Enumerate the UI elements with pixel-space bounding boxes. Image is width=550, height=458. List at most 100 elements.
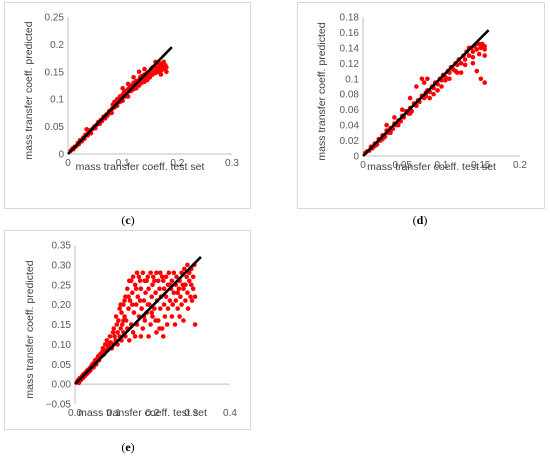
panel-letter: e — [125, 440, 131, 454]
data-point — [425, 76, 430, 82]
data-point — [159, 274, 165, 280]
data-point — [138, 286, 144, 292]
y-tick-label: 0 — [353, 152, 359, 163]
data-point — [175, 306, 180, 311]
data-point — [183, 282, 188, 288]
y-tick-label: 0.12 — [340, 59, 360, 70]
data-point — [137, 298, 143, 303]
reference-line — [362, 29, 490, 157]
data-point — [182, 266, 187, 272]
x-tick-label: 0.2 — [513, 160, 527, 171]
data-point — [174, 274, 179, 280]
data-point — [384, 122, 389, 128]
data-point — [478, 76, 484, 82]
data-point — [175, 290, 180, 296]
data-point — [171, 270, 177, 276]
data-point — [181, 318, 186, 323]
x-tick-label: 0.2 — [146, 408, 160, 419]
y-tick-label: 0.02 — [340, 136, 360, 147]
data-point — [148, 322, 153, 327]
data-point — [125, 81, 131, 87]
data-point — [122, 314, 127, 319]
data-point — [185, 262, 190, 268]
y-tick-label: 0.25 — [52, 280, 72, 291]
data-point — [482, 44, 488, 49]
y-tick-label: −0.05 — [46, 400, 72, 411]
y-axis-label: mass transfer coeff. predicted — [24, 260, 36, 398]
data-point — [470, 54, 476, 60]
x-tick-label: 0.15 — [471, 160, 491, 171]
data-point — [121, 318, 126, 323]
x-tick-label: 0.1 — [435, 160, 449, 171]
data-point — [144, 278, 149, 284]
data-point — [142, 318, 148, 323]
data-point — [414, 84, 419, 89]
data-point — [478, 43, 484, 48]
data-point — [149, 294, 154, 300]
data-point — [137, 278, 143, 284]
y-tick-label: 0.14 — [340, 43, 360, 54]
data-point — [163, 274, 169, 280]
data-point — [462, 57, 468, 62]
data-point — [476, 51, 482, 57]
data-point — [152, 278, 157, 284]
y-tick-label: 0.2 — [50, 40, 64, 51]
data-point — [119, 310, 124, 315]
y-tick-label: 0.06 — [340, 105, 360, 116]
data-point — [140, 270, 146, 276]
data-point — [153, 290, 158, 296]
data-point — [171, 290, 177, 296]
data-point — [447, 76, 452, 82]
data-point — [158, 270, 163, 276]
data-point — [158, 306, 163, 311]
data-point — [421, 80, 427, 85]
data-point — [126, 306, 131, 311]
data-point — [136, 274, 142, 280]
data-point — [145, 274, 151, 280]
y-tick-label: 0.15 — [52, 320, 72, 331]
data-point — [396, 122, 401, 128]
data-point — [474, 68, 480, 74]
x-tick-label: 0.4 — [223, 408, 237, 419]
data-point — [439, 84, 444, 89]
data-point — [111, 326, 117, 331]
data-point — [190, 286, 196, 292]
data-point — [400, 107, 405, 112]
data-point — [158, 72, 164, 77]
chart-c: 0 0.1 0.2 0.3 0 0.05 0.1 0.15 0.2 0.25 mass transf… — [23, 13, 239, 228]
data-point — [407, 95, 413, 101]
data-point — [453, 68, 458, 74]
x-axis-label: mass transfer coeff. test set — [78, 407, 207, 419]
data-point — [161, 278, 166, 284]
data-point — [113, 314, 119, 319]
data-point — [189, 282, 194, 288]
data-point — [154, 270, 159, 276]
panel-caption: (e) — [121, 440, 134, 454]
data-point — [431, 91, 436, 97]
x-tick-label: 0.3 — [225, 158, 239, 169]
data-point — [164, 69, 169, 75]
data-point — [131, 75, 136, 80]
y-axis-label: mass transfer coeff. predicted — [316, 22, 328, 160]
data-point — [126, 294, 131, 300]
data-point — [130, 302, 135, 307]
data-point — [462, 62, 468, 68]
y-tick-label: 0.30 — [52, 260, 72, 271]
panel-caption: (c) — [121, 213, 134, 227]
x-axis-label: mass transfer coeff. test set — [76, 161, 205, 173]
x-axis-label: mass transfer coeff. test set — [367, 161, 496, 173]
data-point — [128, 278, 134, 284]
data-point — [470, 49, 476, 54]
data-point — [118, 326, 123, 331]
x-tick-label: 0 — [360, 160, 366, 171]
data-point — [176, 286, 182, 292]
data-point — [163, 294, 169, 300]
data-point — [181, 286, 186, 292]
reference-line — [74, 256, 202, 386]
data-point — [152, 306, 157, 311]
data-point — [141, 298, 147, 303]
data-point — [120, 85, 125, 91]
x-tick-label: 0.2 — [170, 158, 184, 169]
data-point — [482, 80, 488, 85]
data-point — [136, 69, 142, 75]
